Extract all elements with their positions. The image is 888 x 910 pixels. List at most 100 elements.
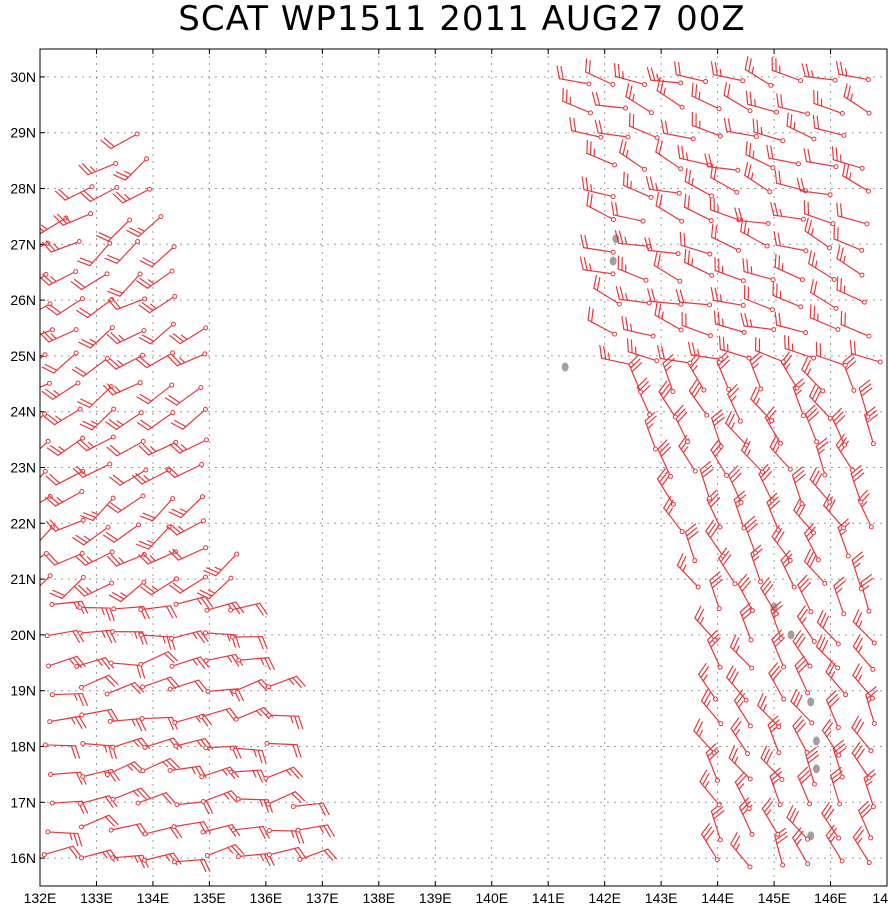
wind-barb: [688, 353, 707, 393]
wind-barb: [831, 407, 848, 448]
wind-barb: [594, 119, 631, 140]
wind-barb: [168, 494, 206, 519]
wind-barb: [793, 498, 816, 536]
wind-barb: [569, 117, 604, 140]
wind-barb: [106, 438, 146, 457]
wind-barb: [833, 225, 865, 253]
wind-barb: [694, 605, 718, 643]
wind-barb: [803, 549, 828, 586]
wind-barb: [77, 629, 117, 644]
wind-barb: [580, 234, 616, 255]
wind-barb: [47, 715, 87, 729]
wind-barb: [135, 524, 172, 550]
wind-barb: [105, 410, 144, 430]
wind-barb: [170, 406, 208, 430]
y-tick-label: 19N: [10, 683, 36, 699]
wind-barb: [49, 692, 88, 707]
wind-barb: [40, 411, 48, 420]
wind-barb: [229, 634, 268, 650]
wind-barb: [796, 605, 817, 645]
wind-barb: [716, 352, 732, 392]
graticule: [39, 49, 888, 886]
wind-barb: [683, 193, 714, 224]
wind-barb: [174, 800, 214, 815]
wind-barb: [766, 144, 801, 167]
x-tick-label: 132E: [24, 890, 57, 906]
wind-barb: [718, 335, 752, 361]
wind-barb: [107, 296, 148, 311]
wind-barb: [593, 274, 622, 307]
latitude-labels: 16N 17N 18N 19N 20N 21N 22N 23N 24N 25N 26N 27N 28N 2…: [10, 69, 36, 866]
wind-barb: [40, 269, 79, 286]
wind-barb: [107, 718, 147, 732]
wind-barb: [805, 746, 820, 787]
wind-barb: [658, 380, 678, 420]
wind-barb: [263, 766, 304, 781]
wind-barb: [768, 662, 787, 702]
wind-barb: [849, 339, 883, 365]
longitude-labels: 132E 133E 134E 135E 136E 137E 138E 139E 140E 141E…: [24, 890, 888, 906]
wind-barb: [79, 708, 119, 722]
wind-barb: [45, 829, 83, 847]
wind-barb: [136, 268, 175, 289]
wind-barb: [556, 65, 592, 87]
wind-barb: [691, 82, 722, 112]
wind-barb: [49, 574, 86, 600]
wind-barb: [791, 466, 806, 507]
wind-barb: [266, 828, 305, 844]
wind-barb: [614, 230, 652, 249]
wind-barb: [840, 311, 872, 339]
wind-barb: [40, 551, 49, 559]
wind-barb: [772, 281, 804, 310]
wind-barb: [100, 131, 140, 150]
wind-barb: [710, 61, 746, 84]
wind-barb: [825, 659, 849, 698]
y-tick-label: 27N: [10, 236, 36, 252]
wind-barb: [78, 814, 119, 830]
wind-barb: [40, 380, 52, 388]
wind-barb: [725, 410, 749, 448]
wind-barb: [833, 576, 847, 617]
wind-barb: [662, 354, 676, 394]
wind-barb: [621, 315, 656, 339]
wind-barb: [135, 792, 176, 806]
wind-barb: [40, 327, 55, 335]
wind-barb: [657, 439, 674, 479]
x-tick-label: 142E: [588, 890, 621, 906]
wind-barb: [80, 740, 117, 760]
wind-barb: [53, 211, 94, 226]
wind-barb: [836, 245, 865, 278]
wind-barb: [110, 787, 151, 802]
wind-barb: [654, 301, 684, 333]
wind-barb: [852, 663, 875, 701]
wind-barb: [684, 248, 715, 278]
island-marker: [609, 256, 617, 266]
wind-barb: [734, 771, 752, 812]
wind-barb: [744, 162, 773, 195]
wind-barb: [167, 679, 208, 693]
wind-barb: [684, 167, 714, 199]
wind-barb: [740, 218, 770, 249]
wind-barb: [165, 385, 204, 406]
wind-barb: [266, 712, 304, 730]
wind-barb: [733, 689, 753, 729]
wind-barb: [613, 62, 648, 87]
y-tick-label: 22N: [10, 515, 36, 531]
x-tick-label: 134E: [137, 890, 170, 906]
wind-barb: [801, 356, 826, 394]
wind-barb: [48, 771, 87, 785]
wind-barb: [858, 800, 874, 841]
x-tick-label: 14: [872, 890, 888, 906]
wind-barb: [102, 522, 142, 543]
wind-barb: [821, 802, 842, 841]
wind-barb: [228, 769, 267, 783]
wind-barb: [78, 160, 119, 176]
wind-barb: [636, 377, 653, 418]
wind-barb: [653, 252, 683, 284]
wind-barb: [836, 202, 870, 227]
wind-barb: [169, 574, 208, 594]
island-marker: [812, 736, 820, 746]
wind-barb: [139, 496, 176, 522]
wind-barb: [792, 715, 810, 756]
wind-barb: [72, 461, 113, 478]
